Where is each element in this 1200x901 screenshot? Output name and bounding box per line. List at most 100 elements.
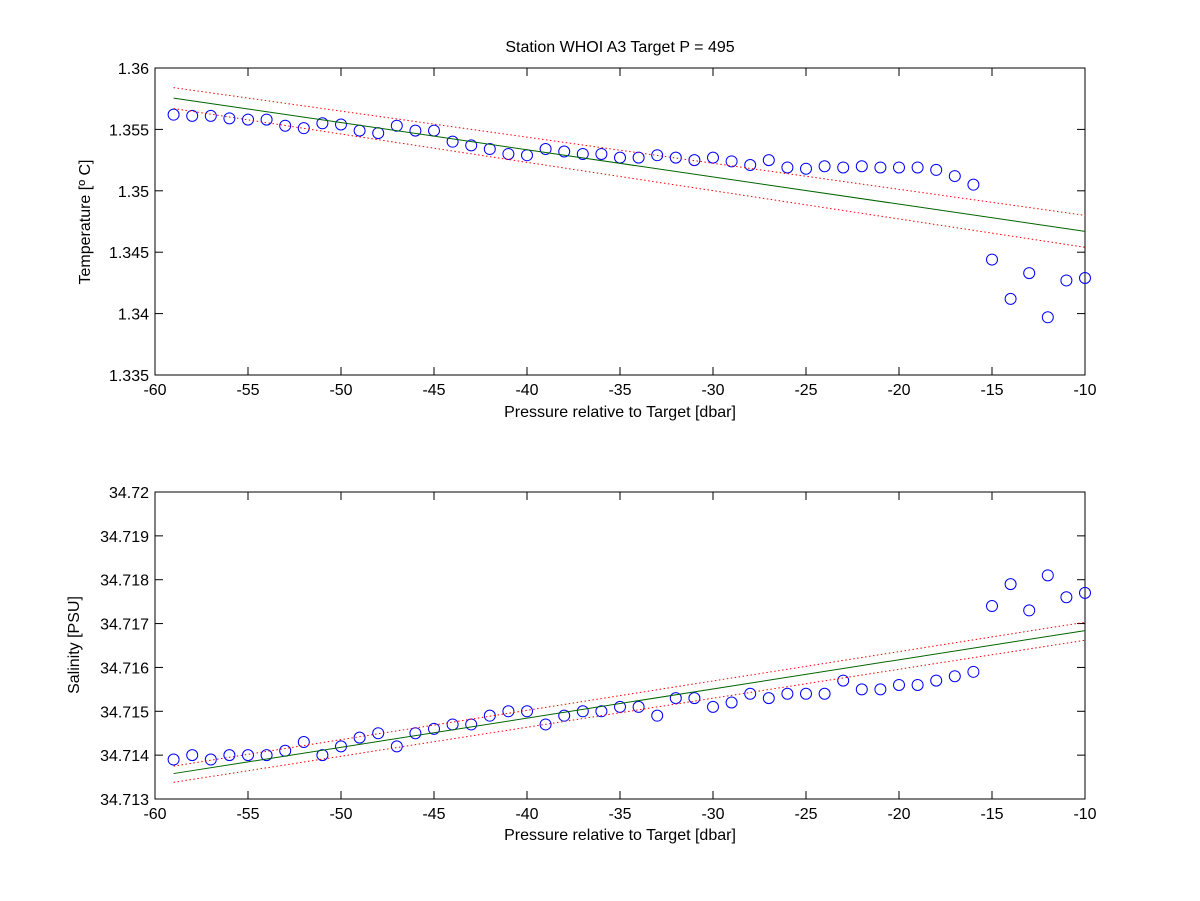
data-point bbox=[930, 674, 943, 687]
y-axis-label: Salinity [PSU] bbox=[66, 596, 83, 694]
data-point bbox=[297, 122, 310, 135]
data-point bbox=[744, 159, 757, 172]
data-point bbox=[874, 161, 887, 174]
data-point bbox=[762, 692, 775, 705]
data-point bbox=[911, 678, 924, 691]
data-point bbox=[1041, 569, 1054, 582]
data-point bbox=[539, 143, 552, 156]
x-tick-label: -55 bbox=[236, 382, 259, 399]
x-tick-label: -15 bbox=[980, 382, 1003, 399]
y-tick-label: 34.717 bbox=[100, 617, 149, 634]
data-point bbox=[297, 735, 310, 748]
x-tick-label: -35 bbox=[608, 806, 631, 823]
data-point bbox=[669, 151, 682, 164]
x-tick-label: -20 bbox=[887, 806, 910, 823]
data-point bbox=[1004, 578, 1017, 591]
data-point bbox=[1079, 586, 1091, 599]
y-tick-label: 1.335 bbox=[109, 368, 149, 385]
x-tick-label: -20 bbox=[887, 382, 910, 399]
data-point bbox=[781, 687, 794, 700]
y-tick-label: 34.72 bbox=[109, 485, 149, 502]
y-tick-label: 34.719 bbox=[100, 529, 149, 546]
data-point bbox=[800, 687, 812, 700]
data-point bbox=[930, 163, 943, 176]
y-axis-label: Temperature [º C] bbox=[77, 160, 94, 285]
y-tick-label: 34.715 bbox=[100, 704, 149, 721]
x-tick-label: -10 bbox=[1073, 806, 1096, 823]
data-point bbox=[818, 160, 831, 173]
data-point bbox=[409, 124, 422, 137]
data-point bbox=[595, 705, 608, 718]
data-point bbox=[223, 112, 236, 125]
x-tick-label: -40 bbox=[515, 806, 538, 823]
salinity-panel: -60 -55 -50 -45 -40 -35 -30 -25 -20 -15 -10 34.713 3… bbox=[66, 485, 1097, 844]
y-tick-label: 34.716 bbox=[100, 660, 149, 677]
y-tick-label: 1.345 bbox=[109, 245, 149, 262]
confidence-bound-line bbox=[173, 87, 1086, 216]
data-point bbox=[800, 162, 812, 175]
x-tick-label: -25 bbox=[794, 806, 817, 823]
data-point bbox=[1041, 311, 1054, 324]
x-tick-label: -30 bbox=[701, 382, 724, 399]
y-tick-label: 34.718 bbox=[100, 573, 149, 590]
data-point bbox=[911, 161, 924, 174]
data-point bbox=[707, 700, 719, 713]
chart-title: Station WHOI A3 Target P = 495 bbox=[505, 39, 734, 56]
data-point bbox=[502, 147, 515, 160]
data-point bbox=[967, 178, 980, 191]
x-tick-label: -50 bbox=[329, 806, 352, 823]
x-tick-label: -25 bbox=[794, 382, 817, 399]
data-point bbox=[186, 109, 199, 122]
data-point bbox=[539, 718, 552, 731]
data-point bbox=[651, 709, 664, 722]
x-tick-label: -50 bbox=[329, 382, 352, 399]
fit-line bbox=[173, 97, 1086, 232]
data-point bbox=[279, 119, 292, 132]
data-point bbox=[1060, 274, 1073, 287]
data-point bbox=[595, 147, 608, 160]
x-tick-label: -45 bbox=[422, 806, 445, 823]
y-tick-label: 34.713 bbox=[100, 792, 149, 809]
x-tick-label: -35 bbox=[608, 382, 631, 399]
data-point bbox=[353, 731, 366, 744]
data-point bbox=[614, 700, 626, 713]
data-point bbox=[242, 113, 254, 126]
temperature-plot-area: -60 -55 -50 -45 -40 -35 -30 -25 -20 -15 -10 1.335 1.… bbox=[109, 61, 1097, 399]
data-point bbox=[948, 170, 961, 183]
data-point bbox=[167, 753, 180, 766]
data-point bbox=[893, 678, 905, 691]
x-tick-label: -30 bbox=[701, 806, 724, 823]
data-point bbox=[986, 600, 998, 613]
data-point bbox=[390, 740, 403, 753]
confidence-bound-line bbox=[173, 639, 1086, 783]
data-point bbox=[762, 154, 775, 167]
data-point bbox=[465, 139, 478, 152]
data-point bbox=[558, 709, 571, 722]
data-point bbox=[781, 161, 794, 174]
data-point bbox=[837, 161, 850, 174]
data-point bbox=[855, 160, 868, 173]
confidence-bound-line bbox=[173, 621, 1086, 767]
data-point bbox=[204, 753, 217, 766]
data-point bbox=[725, 696, 738, 709]
data-point bbox=[316, 749, 329, 762]
data-point bbox=[1023, 604, 1036, 617]
data-point bbox=[725, 155, 738, 168]
x-tick-label: -40 bbox=[515, 382, 538, 399]
y-tick-label: 1.35 bbox=[118, 184, 149, 201]
data-point bbox=[446, 135, 459, 148]
data-point bbox=[260, 749, 273, 762]
data-point bbox=[260, 113, 273, 126]
data-point bbox=[502, 705, 515, 718]
x-axis-label: Pressure relative to Target [dbar] bbox=[504, 404, 736, 421]
fit-line bbox=[173, 630, 1086, 775]
data-point bbox=[242, 749, 254, 762]
x-tick-label: -10 bbox=[1073, 382, 1096, 399]
data-point bbox=[837, 674, 850, 687]
data-point bbox=[428, 722, 440, 735]
data-point bbox=[576, 705, 589, 718]
y-tick-label: 1.34 bbox=[118, 307, 149, 324]
data-point bbox=[632, 151, 645, 164]
data-point bbox=[818, 687, 831, 700]
